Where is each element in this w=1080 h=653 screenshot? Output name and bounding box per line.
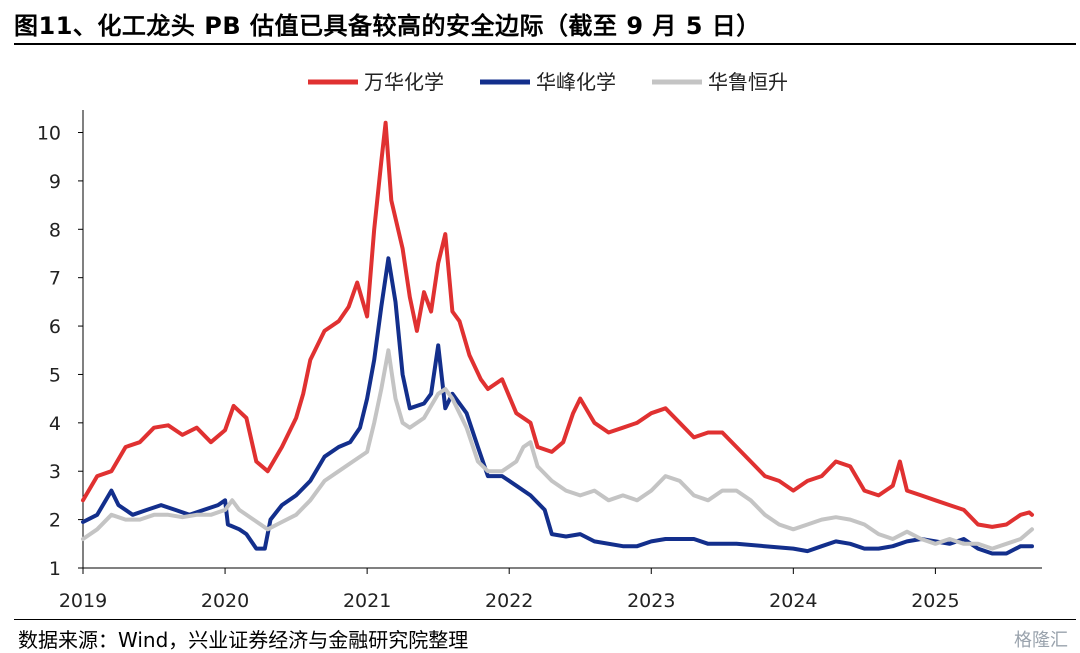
y-tick-label: 1: [49, 558, 61, 580]
y-tick-label: 5: [49, 364, 61, 386]
y-axis: 1 2 3 4 5 6 7 8 9 10: [37, 110, 84, 580]
legend-item-2: 华峰化学: [480, 70, 616, 94]
y-tick-label: 8: [49, 219, 61, 241]
x-tick-label: 2020: [201, 590, 249, 612]
legend-label: 华鲁恒升: [708, 70, 788, 94]
x-tick-label: 2022: [485, 590, 533, 612]
y-tick-label: 4: [49, 413, 61, 435]
x-axis: 2019 2020 2021 2022 2023 2024 2025: [59, 567, 1042, 612]
y-tick-label: 3: [49, 461, 61, 483]
data-source: 数据来源：Wind，兴业证券经济与金融研究院整理: [18, 628, 469, 652]
legend-item-1: 万华化学: [308, 70, 444, 94]
legend-item-3: 华鲁恒升: [652, 70, 788, 94]
y-tick-label: 10: [37, 123, 61, 145]
x-tick-label: 2025: [911, 590, 959, 612]
title-rule: [14, 43, 1076, 45]
source-rule: [14, 619, 1076, 620]
y-tick-label: 2: [49, 510, 61, 532]
y-tick-label: 9: [49, 171, 61, 193]
y-tick-label: 6: [49, 316, 61, 338]
series-lines: [81, 120, 1034, 556]
legend-label: 万华化学: [364, 70, 444, 94]
series-line-2: [81, 256, 1034, 556]
series-line-3: [81, 348, 1034, 551]
pb-line-chart: 万华化学 华峰化学 华鲁恒升 1 2 3 4 5 6 7 8 9 10 2019 2020 2021 202…: [37, 70, 1042, 612]
y-tick-label: 7: [49, 268, 61, 290]
chart-legend: 万华化学 华峰化学 华鲁恒升: [308, 70, 788, 94]
x-tick-label: 2019: [59, 590, 107, 612]
x-tick-label: 2021: [343, 590, 391, 612]
series-line-1: [81, 120, 1034, 529]
figure-title: 图11、化工龙头 PB 估值已具备较高的安全边际（截至 9 月 5 日）: [14, 12, 761, 40]
x-tick-label: 2023: [627, 590, 675, 612]
legend-label: 华峰化学: [536, 70, 616, 94]
watermark-logo: 格隆汇: [1014, 630, 1068, 651]
x-tick-label: 2024: [769, 590, 817, 612]
